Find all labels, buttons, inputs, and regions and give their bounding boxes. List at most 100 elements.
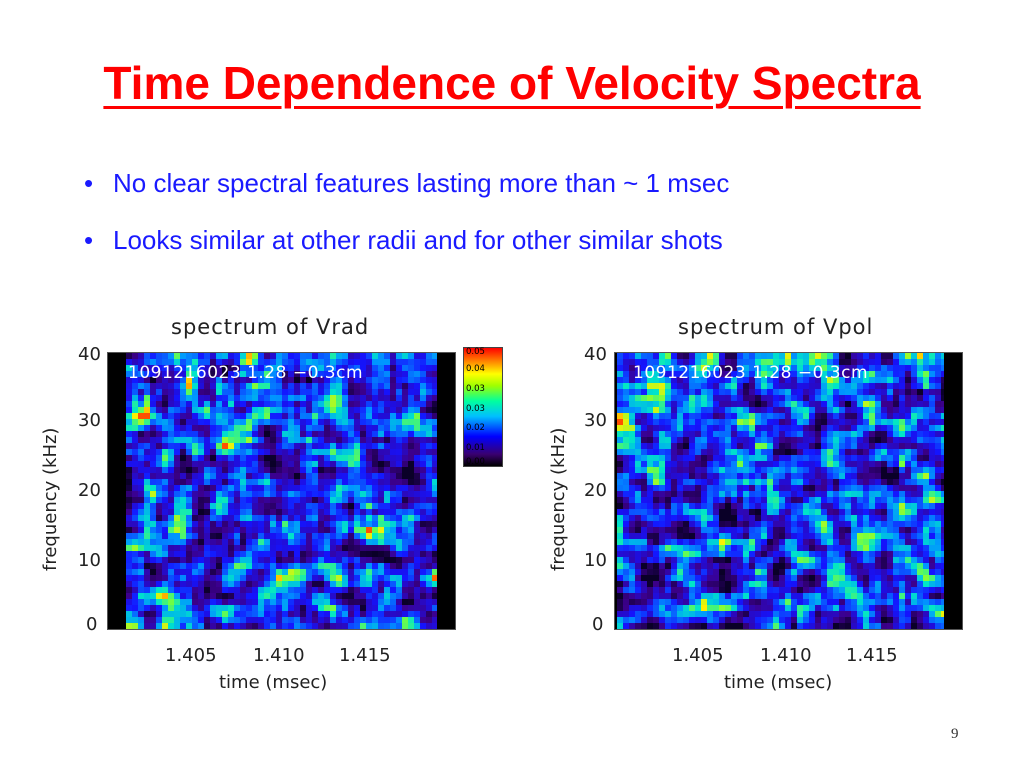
heatmap-cell xyxy=(126,419,133,426)
heatmap-cell xyxy=(839,557,846,564)
heatmap-cell xyxy=(725,401,732,408)
heatmap-cell xyxy=(791,575,798,582)
heatmap-cell xyxy=(258,563,265,570)
heatmap-cell xyxy=(276,539,283,546)
heatmap-cell xyxy=(354,371,361,378)
heatmap-cell xyxy=(629,581,636,588)
heatmap-cell xyxy=(671,545,678,552)
heatmap-cell xyxy=(641,365,648,372)
heatmap-cell xyxy=(312,479,319,486)
heatmap-cell xyxy=(749,509,756,516)
heatmap-cell xyxy=(330,533,337,540)
heatmap-cell xyxy=(629,617,636,624)
heatmap-cell xyxy=(138,455,145,462)
heatmap-cell xyxy=(180,533,187,540)
heatmap-cell xyxy=(713,569,720,576)
heatmap-cell xyxy=(348,413,355,420)
heatmap-cell xyxy=(210,527,217,534)
heatmap-cell xyxy=(833,527,840,534)
heatmap-cell xyxy=(186,587,193,594)
heatmap-cell xyxy=(168,581,175,588)
heatmap-cell xyxy=(222,557,229,564)
heatmap-cell xyxy=(342,407,349,414)
heatmap-cell xyxy=(737,503,744,510)
heatmap-cell xyxy=(216,461,223,468)
heatmap-cell xyxy=(695,599,702,606)
heatmap-cell xyxy=(180,617,187,624)
heatmap-cell xyxy=(156,443,163,450)
heatmap-cell xyxy=(288,623,295,629)
heatmap-cell xyxy=(228,461,235,468)
plot-frame: 1091216023 1.28 −0.3cm xyxy=(107,352,456,630)
heatmap-cell xyxy=(725,449,732,456)
heatmap-cell xyxy=(737,545,744,552)
heatmap-cell xyxy=(785,545,792,552)
heatmap-cell xyxy=(348,443,355,450)
heatmap-cell xyxy=(695,455,702,462)
heatmap-cell xyxy=(905,413,912,420)
heatmap-cell xyxy=(222,569,229,576)
heatmap-cell xyxy=(348,353,355,360)
heatmap-cell xyxy=(348,395,355,402)
heatmap-cell xyxy=(372,551,379,558)
heatmap-cell xyxy=(414,539,421,546)
heatmap-cell xyxy=(881,407,888,414)
heatmap-cell xyxy=(288,449,295,456)
heatmap-cell xyxy=(653,377,660,384)
heatmap-cell xyxy=(929,533,936,540)
heatmap-cell xyxy=(408,545,415,552)
heatmap-cell xyxy=(923,431,930,438)
heatmap-cell xyxy=(150,413,157,420)
heatmap-cell xyxy=(252,365,259,372)
heatmap-cell xyxy=(857,401,864,408)
heatmap-cell xyxy=(665,509,672,516)
heatmap-cell xyxy=(216,413,223,420)
heatmap-cell xyxy=(150,455,157,462)
heatmap-cell xyxy=(150,527,157,534)
heatmap-cell xyxy=(845,401,852,408)
heatmap-cell xyxy=(935,401,942,408)
heatmap-cell xyxy=(234,509,241,516)
heatmap-cell xyxy=(869,605,876,612)
heatmap-cell xyxy=(408,575,415,582)
heatmap-cell xyxy=(180,563,187,570)
heatmap-cell xyxy=(803,551,810,558)
heatmap-cell xyxy=(641,383,648,390)
x-tick-label: 1.410 xyxy=(253,645,305,666)
heatmap-cell xyxy=(863,461,870,468)
heatmap-cell xyxy=(719,389,726,396)
heatmap-cell xyxy=(755,365,762,372)
heatmap-cell xyxy=(360,557,367,564)
heatmap-cell xyxy=(713,557,720,564)
heatmap-cell xyxy=(324,425,331,432)
heatmap-cell xyxy=(629,407,636,414)
heatmap-cell xyxy=(204,485,211,492)
heatmap-cell xyxy=(162,581,169,588)
heatmap-cell xyxy=(348,563,355,570)
heatmap-cell xyxy=(779,575,786,582)
heatmap-cell xyxy=(222,545,229,552)
heatmap-cell xyxy=(192,563,199,570)
heatmap-cell xyxy=(300,611,307,618)
heatmap-cell xyxy=(911,461,918,468)
heatmap-cell xyxy=(306,593,313,600)
heatmap-cell xyxy=(875,581,882,588)
heatmap-cell xyxy=(851,569,858,576)
heatmap-cell xyxy=(665,515,672,522)
heatmap-cell xyxy=(767,449,774,456)
heatmap-cell xyxy=(719,527,726,534)
heatmap-cell xyxy=(126,569,133,576)
heatmap-cell xyxy=(635,479,642,486)
heatmap-cell xyxy=(150,419,157,426)
heatmap-cell xyxy=(276,521,283,528)
heatmap-cell xyxy=(863,599,870,606)
heatmap-cell xyxy=(773,455,780,462)
heatmap-cell xyxy=(300,437,307,444)
heatmap-cell xyxy=(156,539,163,546)
heatmap-cell xyxy=(785,593,792,600)
heatmap-cell xyxy=(126,455,133,462)
heatmap-cell xyxy=(755,467,762,474)
heatmap-cell xyxy=(893,599,900,606)
heatmap-cell xyxy=(402,497,409,504)
heatmap-cell xyxy=(845,611,852,618)
